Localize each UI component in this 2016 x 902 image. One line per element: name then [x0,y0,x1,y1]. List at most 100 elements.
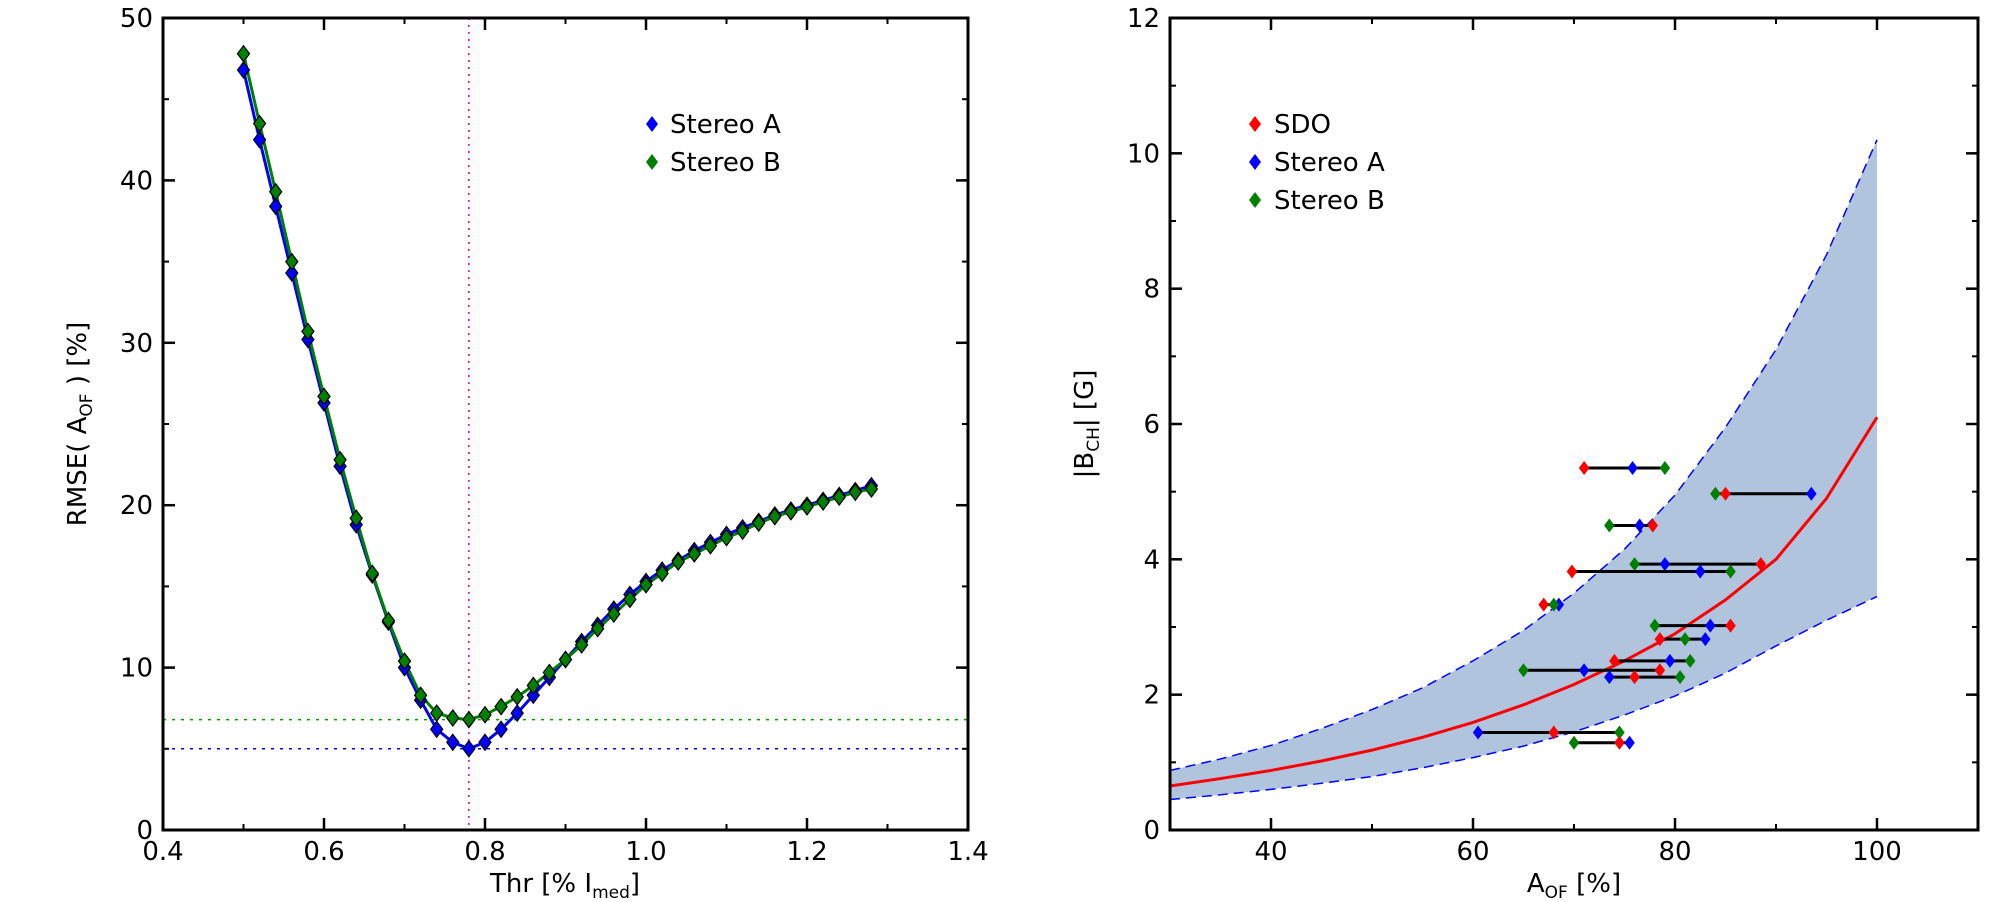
right-x-tick-label: 80 [1658,837,1691,867]
point-stereo-a [429,720,444,739]
right-y-tick-label: 12 [1127,4,1160,34]
left-x-tick-label: 0.8 [464,837,505,867]
band-lower-edge [1170,595,1878,801]
point-stereo-b [703,536,718,555]
point-stereo-b [301,322,315,341]
right-axes-frame [1168,16,1980,832]
point-stereo-b [333,450,347,469]
left-x-tick-label: 0.4 [142,837,183,867]
point-sdo [1609,653,1620,668]
point-sdo [1614,735,1625,750]
point-stereo-b [751,514,766,533]
point-stereo-b [848,483,863,502]
point-stereo-b [1659,460,1671,475]
point-stereo-b [429,704,444,723]
legend-item-stereo-a: Stereo A [1249,148,1385,178]
point-stereo-b [381,611,396,630]
point-stereo-a [1634,518,1645,533]
point-stereo-b [1674,670,1686,685]
point-stereo-b [446,708,460,727]
point-sdo [1725,618,1736,633]
legend-marker-stereo-a [1249,154,1261,170]
point-stereo-b [365,564,380,583]
left-y-tick-label: 20 [120,491,153,521]
left-ticks: 0.4 0.6 0.8 1.0 1.2 1.4 0 10 20 30 40 50 [120,4,989,867]
point-sdo [1654,663,1666,678]
point-stereo-a [1664,653,1676,668]
point-stereo-a [494,720,508,739]
point-stereo-b [236,44,251,63]
point-stereo-b [252,114,267,133]
point-stereo-a [285,263,299,282]
point-sdo [1548,725,1560,740]
left-chart: 0.4 0.6 0.8 1.0 1.2 1.4 0 10 20 30 40 50 Thr [% Ime… [63,4,989,902]
point-stereo-a [1578,663,1590,678]
series-line-stereo-a [242,69,872,751]
point-stereo-b [671,553,685,572]
point-stereo-b [1629,557,1640,572]
point-stereo-b [317,387,331,406]
point-stereo-a [1700,632,1711,647]
left-plot-area [163,18,968,830]
right-chart: 40 60 80 100 0 2 4 6 8 10 12 AOF [%] |BCH| [G] SDO… [1070,4,1980,902]
point-stereo-b [1568,735,1580,750]
left-y-axis-label: RMSE( AOF ) [%] [63,322,97,526]
legend-label-stereo-b: Stereo B [670,148,781,178]
point-stereo-a [510,704,524,723]
point-stereo-a [446,733,460,752]
point-stereo-a [268,197,283,216]
point-stereo-a [1659,557,1671,572]
point-sdo [1578,460,1590,475]
point-stereo-b [542,663,557,682]
series-line-stereo-b [242,53,872,722]
point-stereo-b [832,488,846,507]
left-legend: Stereo A Stereo B [646,110,781,178]
left-x-tick-label: 1.2 [786,837,827,867]
band-upper-edge [1170,139,1878,772]
right-ticks: 40 60 80 100 0 2 4 6 8 10 12 [1127,4,1979,867]
left-x-axis-label: Thr [% Imed] [489,869,640,902]
point-stereo-a [1624,735,1635,750]
point-stereo-a [526,686,541,705]
point-stereo-a [1806,486,1817,501]
right-x-tick-label: 60 [1456,837,1489,867]
point-stereo-b [1684,653,1696,668]
left-x-tick-label: 0.6 [303,837,344,867]
legend-item-stereo-b: Stereo B [1249,186,1385,216]
point-stereo-b [1604,518,1615,533]
point-stereo-b [1518,663,1529,678]
left-axes-frame [161,16,970,832]
right-x-axis-label: AOF [%] [1527,869,1621,902]
right-y-tick-label: 10 [1127,139,1160,169]
point-stereo-b [687,544,702,563]
point-stereo-b [526,676,541,695]
uncertainty-band [1170,139,1877,800]
point-stereo-b [607,605,621,624]
left-y-tick-label: 0 [136,816,153,846]
right-y-tick-label: 4 [1143,545,1160,575]
right-y-tick-label: 6 [1143,410,1160,440]
right-y-tick-label: 0 [1143,816,1160,846]
point-stereo-b [590,619,605,638]
point-stereo-b [268,182,283,201]
point-stereo-b [1710,486,1721,501]
point-stereo-b [639,575,653,594]
left-y-tick-label: 30 [120,329,153,359]
point-stereo-a [1604,670,1615,685]
right-plot-area [1170,139,1879,801]
point-stereo-b [494,697,508,716]
point-stereo-b [800,497,814,516]
point-stereo-b [1649,618,1661,633]
point-stereo-b [510,687,524,706]
left-y-tick-label: 40 [120,166,153,196]
legend-item-stereo-b: Stereo B [646,148,781,178]
point-stereo-b [864,479,879,498]
legend-label-stereo-a: Stereo A [670,110,781,140]
legend-item-sdo: SDO [1249,110,1331,140]
point-stereo-a [252,130,267,149]
point-stereo-b [784,502,798,521]
point-stereo-b [285,252,299,271]
point-stereo-a [236,60,251,79]
point-stereo-b [1614,725,1625,740]
fit-curve [1170,416,1879,788]
